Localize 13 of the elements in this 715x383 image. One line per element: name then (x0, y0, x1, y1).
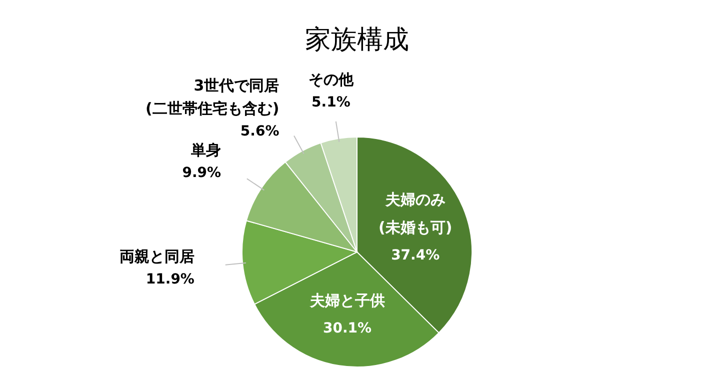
slice-label: 夫婦と子供 (308, 292, 385, 310)
slice-label: 3世代で同居 (二世帯住宅も含む) (146, 76, 280, 118)
data-label: 30.1% (323, 320, 372, 336)
data-label: 9.9% (182, 164, 222, 181)
data-label: 11.9% (146, 271, 194, 288)
slice-label: その他 (308, 70, 354, 88)
slice-label: 単身 (190, 140, 222, 159)
data-label: 37.4% (391, 248, 440, 264)
chart-title: 家族構成 (305, 25, 409, 55)
slice-label: 両親と同居 (119, 247, 194, 266)
slice-label: 夫婦のみ (未婚も可) (378, 190, 452, 237)
data-label: 5.1% (312, 94, 350, 110)
data-label: 5.6% (240, 123, 280, 140)
